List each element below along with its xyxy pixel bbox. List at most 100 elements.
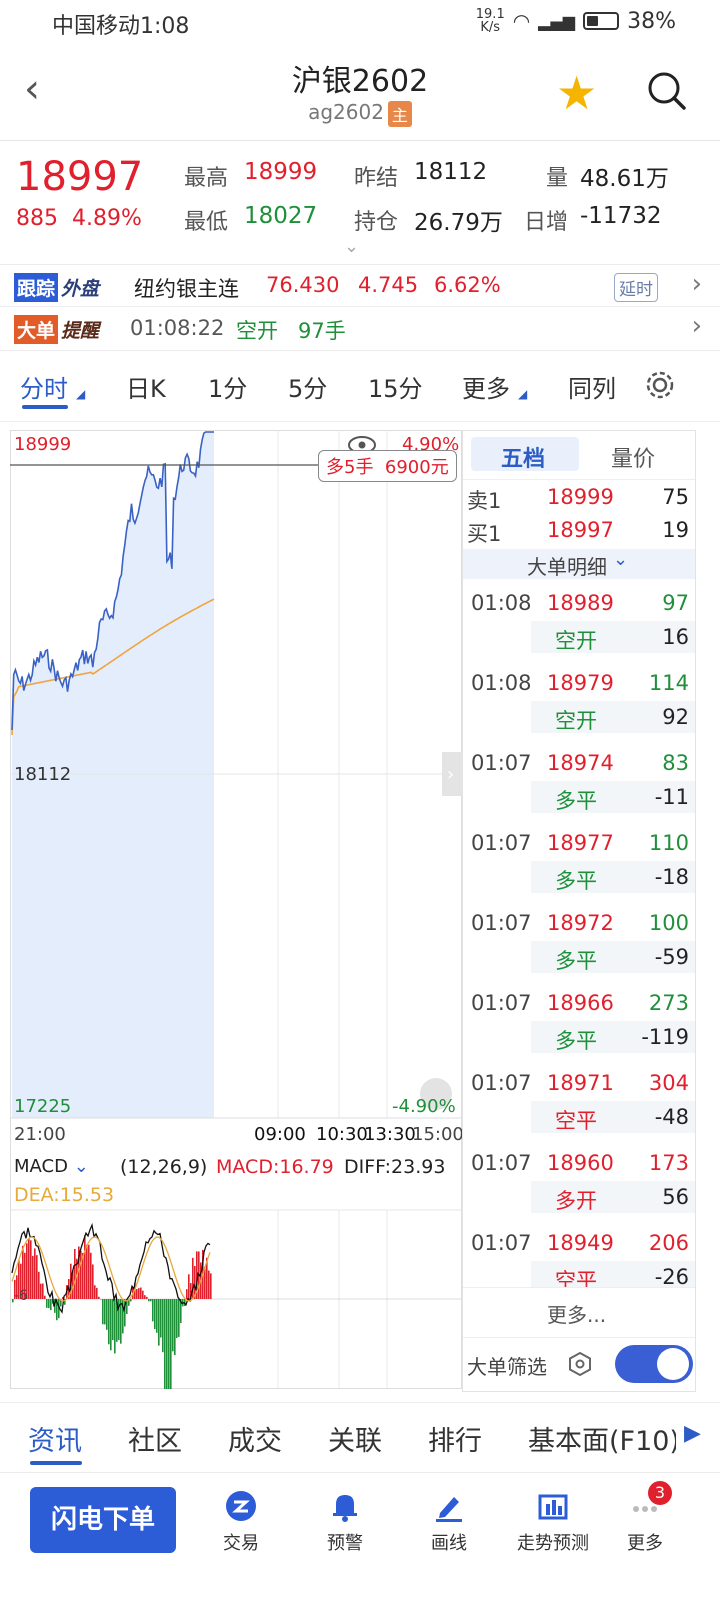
- macd-bar: [38, 1271, 40, 1299]
- macd-bar: [86, 1244, 88, 1299]
- nav-draw[interactable]: 画线: [404, 1489, 494, 1555]
- dea-value: DEA:15.53: [14, 1184, 115, 1206]
- tab-15min[interactable]: 15分: [368, 375, 423, 403]
- book-chart-icon: [538, 1494, 568, 1520]
- macd-bar: [96, 1287, 98, 1299]
- macd-histogram: [12, 1235, 212, 1389]
- collapse-handle[interactable]: [442, 752, 462, 796]
- prev-settle-value: 18112: [414, 159, 488, 185]
- trade-time: 01:07: [471, 991, 532, 1015]
- tab-five-levels[interactable]: 五档: [501, 447, 546, 472]
- bid-volume: 19: [662, 518, 689, 542]
- trade-volume: 110: [648, 831, 689, 855]
- scroll-right-icon[interactable]: ▶: [684, 1421, 701, 1446]
- macd-bar: [138, 1288, 140, 1299]
- trade-price: 18949: [547, 1231, 614, 1255]
- trade-price: 18977: [547, 831, 614, 855]
- intraday-chart[interactable]: › 18999 4.90% 多5手 6900元 18112 17225 -4.9…: [10, 430, 464, 1392]
- chevron-right-icon[interactable]: ›: [691, 311, 702, 341]
- macd-bar: [188, 1274, 190, 1299]
- macd-bar: [22, 1245, 24, 1299]
- chevron-right-icon: ›: [447, 764, 454, 785]
- big-order-row: 01:08 18989 97 空开 16: [463, 581, 695, 661]
- draw-tool-icon[interactable]: [420, 1078, 452, 1110]
- macd-bar: [76, 1258, 78, 1299]
- macd-bar: [180, 1299, 182, 1324]
- trade-volume: 83: [662, 751, 689, 775]
- trade-oi-delta: 56: [662, 1185, 689, 1209]
- trade-price: 18960: [547, 1151, 614, 1175]
- trade-price: 18974: [547, 751, 614, 775]
- macd-bar: [176, 1299, 178, 1338]
- filter-toggle[interactable]: [615, 1345, 693, 1383]
- macd-bar: [80, 1250, 82, 1299]
- trade-oi-delta: -59: [654, 945, 689, 969]
- macd-bar: [174, 1299, 176, 1356]
- big-order-detail-header[interactable]: [463, 549, 695, 579]
- macd-bar: [124, 1299, 126, 1327]
- search-icon[interactable]: [646, 70, 688, 112]
- price-tooltip: 多5手 6900元: [318, 450, 457, 482]
- macd-bar: [154, 1299, 156, 1330]
- big-order-row: 01:07 18966 273 多平 -119: [463, 981, 695, 1061]
- trade-volume: 97: [662, 591, 689, 615]
- more-trades-link[interactable]: 更多...: [547, 1303, 607, 1327]
- header: ‹ 沪银2602 ag2602 主 ★: [0, 44, 720, 141]
- prev-settle-label: 昨结: [354, 166, 399, 191]
- flash-order-button[interactable]: 闪电下单: [30, 1487, 176, 1553]
- macd-bar: [208, 1270, 210, 1299]
- nav-trade[interactable]: 交易: [196, 1489, 286, 1555]
- bid-price: 18997: [547, 518, 614, 542]
- tab-same-column[interactable]: 同列: [568, 375, 616, 403]
- macd-bar: [144, 1295, 146, 1299]
- nav-forecast[interactable]: 走势预测: [508, 1489, 598, 1555]
- nav-more[interactable]: 更多: [600, 1489, 690, 1555]
- big-order-alert-row[interactable]: 大单 提醒 01:08:22 空开 97手 ›: [0, 306, 720, 349]
- macd-axis-label: -6: [14, 1288, 28, 1304]
- macd-bar: [88, 1244, 90, 1299]
- macd-bar: [120, 1299, 122, 1344]
- quote-panel: 18997 885 4.89% 最高 18999 最低 18027 昨结 181…: [0, 140, 720, 264]
- tab-community[interactable]: 社区: [128, 1426, 182, 1457]
- hexagon-settings-icon[interactable]: [567, 1351, 593, 1377]
- tab-trades[interactable]: 成交: [228, 1426, 282, 1457]
- big-order-row: 01:07 18971 304 空平 -48: [463, 1061, 695, 1141]
- time-label-2100: 21:00: [14, 1124, 66, 1145]
- tab-more[interactable]: 更多: [462, 375, 510, 403]
- tab-daily-k[interactable]: 日K: [126, 375, 166, 403]
- overseas-track-row[interactable]: 跟踪 外盘 纽约银主连 76.430 4.745 6.62% 延时 ›: [0, 264, 720, 307]
- macd-bar: [28, 1238, 30, 1299]
- trade-volume: 273: [648, 991, 689, 1015]
- tab-intraday[interactable]: 分时: [20, 375, 68, 403]
- trade-type: 空开: [555, 709, 597, 733]
- tab-related[interactable]: 关联: [328, 1426, 382, 1457]
- big-order-detail-title: 大单明细: [527, 555, 607, 579]
- tab-5min[interactable]: 5分: [288, 375, 328, 403]
- macd-bar: [162, 1299, 164, 1353]
- tab-news[interactable]: 资讯: [28, 1426, 82, 1457]
- expand-chevron-icon[interactable]: ⌄: [344, 236, 360, 257]
- macd-bar: [98, 1296, 100, 1299]
- high-label: 最高: [184, 166, 229, 191]
- nav-alert[interactable]: 预警: [300, 1489, 390, 1555]
- macd-selector[interactable]: MACD ⌄: [14, 1156, 89, 1177]
- trade-time: 01:07: [471, 751, 532, 775]
- big-order-row: 01:08 18979 114 空开 92: [463, 661, 695, 741]
- trade-oi-delta: -18: [654, 865, 689, 889]
- delay-badge: 延时: [614, 273, 658, 302]
- pen-icon: [436, 1497, 462, 1522]
- macd-bar: [116, 1299, 118, 1342]
- low-value: 18027: [244, 203, 318, 229]
- tab-ranking[interactable]: 排行: [428, 1426, 482, 1457]
- macd-bar: [16, 1275, 18, 1299]
- macd-bar: [122, 1299, 124, 1334]
- favorite-star-icon[interactable]: ★: [556, 66, 598, 120]
- tab-volume-price[interactable]: 量价: [611, 447, 656, 472]
- dea-line: [11, 1236, 211, 1302]
- gear-icon[interactable]: [644, 369, 676, 401]
- back-chevron-icon[interactable]: ‹: [24, 66, 40, 112]
- tab-1min[interactable]: 1分: [208, 375, 248, 403]
- overseas-badge-label: 外盘: [61, 278, 100, 300]
- tab-fundamentals[interactable]: 基本面(F10): [528, 1426, 680, 1457]
- chevron-right-icon[interactable]: ›: [691, 269, 702, 299]
